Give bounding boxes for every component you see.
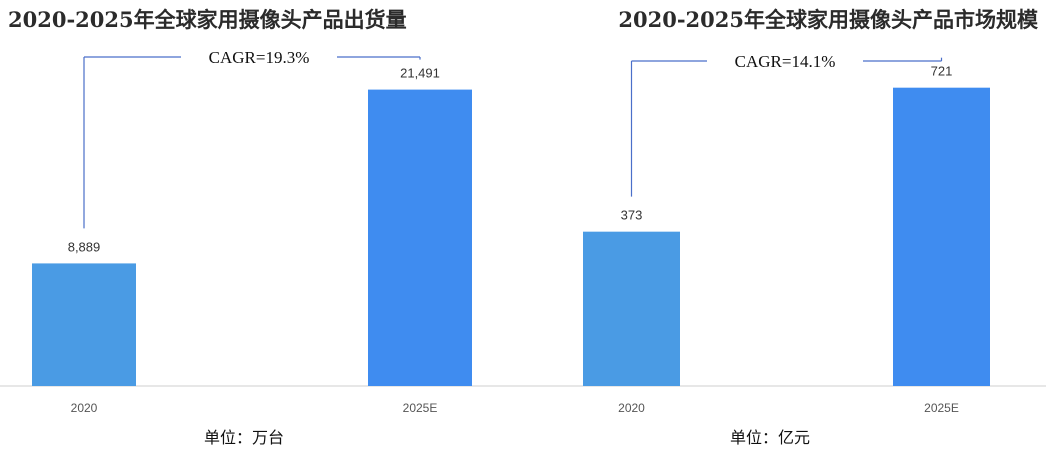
chart-title: 2020-2025年全球家用摄像头产品出货量 xyxy=(8,7,407,32)
data-label: 21,491 xyxy=(400,66,440,81)
data-label: 373 xyxy=(621,208,643,223)
x-tick-label: 2025E xyxy=(924,401,959,415)
bar-2025e xyxy=(368,89,472,386)
chart-title: 2020-2025年全球家用摄像头产品市场规模 xyxy=(618,7,1039,32)
chart-market-size-svg: 2020-2025年全球家用摄像头产品市场规模 373 2020 721 2025E CA… xyxy=(523,7,1046,447)
chart-shipments: 2020-2025年全球家用摄像头产品出货量 8,889 2020 21,491 202… xyxy=(0,7,523,447)
cagr-annotation: CAGR=14.1% xyxy=(735,52,836,71)
unit-label: 单位：万台 xyxy=(204,428,284,447)
chart-shipments-svg: 2020-2025年全球家用摄像头产品出货量 8,889 2020 21,491 202… xyxy=(0,7,523,447)
unit-label: 单位：亿元 xyxy=(730,428,810,447)
bar-2025e xyxy=(893,87,990,386)
chart-market-size: 2020-2025年全球家用摄像头产品市场规模 373 2020 721 2025E CA… xyxy=(523,0,1046,451)
bar-2020 xyxy=(32,263,136,386)
cagr-annotation: CAGR=19.3% xyxy=(209,48,310,67)
data-label: 721 xyxy=(931,64,953,79)
bar-2020 xyxy=(583,231,680,386)
data-label: 8,889 xyxy=(68,239,101,254)
x-tick-label: 2020 xyxy=(71,401,98,415)
x-tick-label: 2025E xyxy=(403,401,438,415)
x-tick-label: 2020 xyxy=(618,401,645,415)
